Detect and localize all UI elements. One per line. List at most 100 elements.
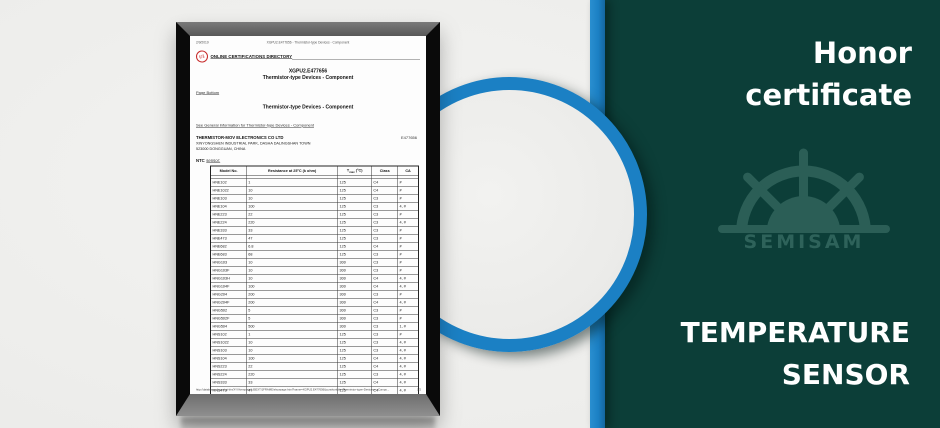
page-bottom-link[interactable]: Page Bottom	[196, 90, 220, 96]
table-cell: #	[397, 290, 419, 299]
page-footer: http://database.ul.com/cgi-bin/XYV/templ…	[196, 389, 421, 392]
table-row: HNE473 47 125 C3 #	[210, 234, 419, 243]
table-cell: HNE102	[210, 178, 247, 187]
table-cell: C3	[371, 218, 399, 227]
table-cell: 1	[246, 178, 339, 187]
table-cell: C3	[371, 290, 399, 299]
table-row: HNG204 200 300 C3 #	[210, 290, 419, 299]
table-row: HNE223 22 125 C3 #	[210, 210, 419, 219]
table-cell: 1, #	[397, 322, 419, 331]
table-cell: #	[397, 186, 419, 195]
table-cell: 22	[246, 362, 339, 371]
table-cell: 4, #	[397, 274, 419, 283]
table-cell: 300	[337, 282, 372, 291]
section-title: Thermistor-type Devices - Component	[262, 104, 354, 111]
table-cell: 300	[337, 266, 372, 275]
table-cell: HNG502	[210, 306, 247, 315]
table-cell: C4	[371, 362, 399, 371]
table-cell: HNE103	[210, 194, 247, 203]
table-cell: 33	[246, 226, 339, 235]
table-cell: 4, #	[397, 282, 419, 291]
table-cell: 10	[246, 186, 339, 195]
table-row: HNS333 33 125 C4 4, #	[210, 378, 419, 387]
table-cell: C3	[371, 370, 399, 379]
table-cell: 4, #	[397, 338, 419, 347]
table-cell: C3	[371, 346, 399, 355]
table-cell: HNE223	[210, 210, 247, 219]
table-cell: 68	[246, 250, 339, 259]
table-cell: 125	[337, 330, 372, 339]
table-cell: 6.8	[246, 242, 339, 251]
table-cell: 200	[246, 290, 339, 299]
subtitle-line: TEMPERATURE	[680, 316, 910, 349]
table-cell: 10	[246, 194, 339, 203]
table-cell: 125	[337, 226, 372, 235]
table-cell: 200	[246, 298, 339, 307]
table-row: HNS224 220 125 C3 4, #	[210, 370, 419, 379]
table-cell: HNE333	[210, 226, 247, 235]
table-cell: 300	[337, 298, 372, 307]
table-cell: #	[397, 314, 419, 323]
table-cell: HNS224	[210, 370, 247, 379]
table-cell: 100	[246, 282, 339, 291]
general-info-link[interactable]: See General Information for Thermistor-t…	[196, 123, 314, 128]
table-cell: HNS333	[210, 378, 247, 387]
certificate-title: Thermistor-type Devices - Component	[262, 75, 354, 81]
title-line: certificate	[745, 78, 912, 112]
table-cell: C3	[371, 210, 399, 219]
table-cell: 4, #	[397, 346, 419, 355]
table-cell: C4	[371, 242, 399, 251]
table-header-row: Model No. Resistance at 25°C (k ohm) Tma…	[210, 165, 419, 176]
certificate-code: XGPU2.E477656	[288, 68, 328, 75]
table-cell: #	[397, 242, 419, 251]
document-frame-top	[176, 22, 440, 36]
table-cell: 300	[337, 290, 372, 299]
company-address-line: XINYONGSHEN INDUSTRIAL PARK, DASHA DALIN…	[196, 141, 311, 146]
table-cell: HNS223	[210, 362, 247, 371]
table-cell: 10	[246, 338, 339, 347]
table-cell: C3	[371, 234, 399, 243]
table-row: HNE102 1 125 C4 #	[210, 178, 419, 187]
table-cell: HNS1022	[210, 338, 247, 347]
certificate-page: 2/9/2019 XGPU2.E477656 - Thermistor-type…	[190, 36, 426, 394]
category-label-bold: NTC	[196, 158, 205, 163]
table-cell: 47	[246, 234, 339, 243]
table-row: HNE682 6.8 125 C4 #	[210, 242, 419, 251]
table-cell: #	[397, 210, 419, 219]
table-cell: 47	[246, 386, 339, 394]
table-cell: 1	[246, 330, 339, 339]
table-cell: 300	[337, 314, 372, 323]
title-line: Honor	[812, 36, 912, 70]
table-cell: HNE683	[210, 250, 247, 259]
table-cell: #	[397, 226, 419, 235]
table-cell: 125	[337, 370, 372, 379]
table-row: HNG103H 10 300 C4 4, #	[210, 274, 419, 283]
table-cell: 33	[246, 378, 339, 387]
table-row: HNG502 5 300 C3 #	[210, 306, 419, 315]
table-cell: 10	[246, 266, 339, 275]
table-row: HNG104F 100 300 C4 4, #	[210, 282, 419, 291]
table-cell: C3	[371, 258, 399, 267]
table-row: HNS473 47 125 C4 4, #	[210, 386, 419, 394]
table-row: HNG504 500 300 C3 1, #	[210, 322, 419, 331]
table-cell: 4, #	[397, 218, 419, 227]
table-cell: C3	[371, 226, 399, 235]
table-cell: #	[397, 178, 419, 187]
table-cell: HNE682	[210, 242, 247, 251]
table-cell: 4, #	[397, 202, 419, 211]
table-cell: C3	[371, 250, 399, 259]
table-cell: 5	[246, 306, 339, 315]
table-row: HNE333 33 125 C3 #	[210, 226, 419, 235]
table-cell: HNS102	[210, 330, 247, 339]
table-cell: 125	[337, 186, 372, 195]
sensor-link[interactable]: sensor:	[206, 158, 221, 163]
column-header-class: Class	[371, 165, 399, 176]
table-cell: #	[397, 194, 419, 203]
panel-title: Honor certificate	[745, 32, 912, 116]
document-frame-left	[176, 22, 190, 416]
table-cell: 300	[337, 258, 372, 267]
table-cell: 125	[337, 210, 372, 219]
page-indicator: 1/2	[417, 388, 421, 392]
table-cell: C4	[371, 282, 399, 291]
table-cell: HNG502F	[210, 314, 247, 323]
